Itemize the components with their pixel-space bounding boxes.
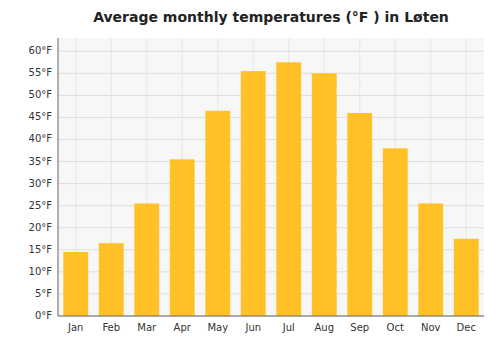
bar bbox=[454, 239, 479, 316]
bar bbox=[241, 71, 266, 316]
y-grid-line bbox=[58, 161, 484, 162]
y-tick-label: 35°F bbox=[29, 156, 53, 167]
y-tick-label: 20°F bbox=[29, 222, 53, 233]
x-tick-label: Oct bbox=[387, 322, 404, 333]
bar bbox=[205, 111, 230, 316]
y-tick-label: 0°F bbox=[35, 310, 52, 321]
x-tick-label: Jul bbox=[282, 322, 295, 333]
x-tick-label: Dec bbox=[457, 322, 476, 333]
x-tick-label: Apr bbox=[174, 322, 192, 333]
plot-background bbox=[58, 38, 484, 316]
y-tick-label: 40°F bbox=[29, 133, 53, 144]
y-grid-line bbox=[58, 117, 484, 118]
y-tick-label: 50°F bbox=[29, 89, 53, 100]
y-grid-line bbox=[58, 183, 484, 184]
y-grid-line bbox=[58, 51, 484, 52]
chart-container: 0°F 5°F 10°F 15°F 20°F 25°F 30°F 35°F 40°F 45°F 50… bbox=[0, 0, 500, 350]
y-tick-label: 10°F bbox=[29, 266, 53, 277]
chart-title: Average monthly temperatures (°F ) in Lø… bbox=[93, 9, 449, 25]
x-tick-label: Mar bbox=[137, 322, 157, 333]
y-tick-label: 55°F bbox=[29, 67, 53, 78]
x-tick-label: Jun bbox=[244, 322, 261, 333]
y-tick-label: 60°F bbox=[29, 45, 53, 56]
x-tick-label: Nov bbox=[421, 322, 441, 333]
bar bbox=[63, 252, 88, 316]
x-tick-label: May bbox=[207, 322, 228, 333]
y-axis-line bbox=[58, 38, 59, 316]
bar bbox=[312, 73, 337, 316]
x-tick-label: Feb bbox=[102, 322, 120, 333]
x-tick-label: Jan bbox=[67, 322, 83, 333]
bar bbox=[347, 113, 372, 316]
y-grid-line bbox=[58, 316, 484, 317]
y-tick-label: 25°F bbox=[29, 200, 53, 211]
bar bbox=[276, 62, 301, 316]
chart-svg: 0°F 5°F 10°F 15°F 20°F 25°F 30°F 35°F 40°F 45°F 50… bbox=[0, 0, 500, 350]
axes: 0°F 5°F 10°F 15°F 20°F 25°F 30°F 35°F 40°F 45°F 50… bbox=[29, 38, 484, 333]
bar bbox=[418, 203, 443, 316]
bars bbox=[63, 62, 478, 316]
grid bbox=[58, 38, 484, 316]
bar bbox=[170, 159, 195, 316]
y-tick-label: 45°F bbox=[29, 111, 53, 122]
x-tick-label: Sep bbox=[350, 322, 369, 333]
y-tick-label: 15°F bbox=[29, 244, 53, 255]
bar bbox=[383, 148, 408, 316]
bar bbox=[134, 203, 159, 316]
y-grid-line bbox=[58, 73, 484, 74]
y-grid-line bbox=[58, 139, 484, 140]
bar bbox=[99, 243, 124, 316]
y-tick-label: 5°F bbox=[35, 288, 52, 299]
y-tick-label: 30°F bbox=[29, 178, 53, 189]
x-axis-line bbox=[58, 316, 484, 317]
y-grid-line bbox=[58, 95, 484, 96]
x-tick-label: Aug bbox=[314, 322, 334, 333]
